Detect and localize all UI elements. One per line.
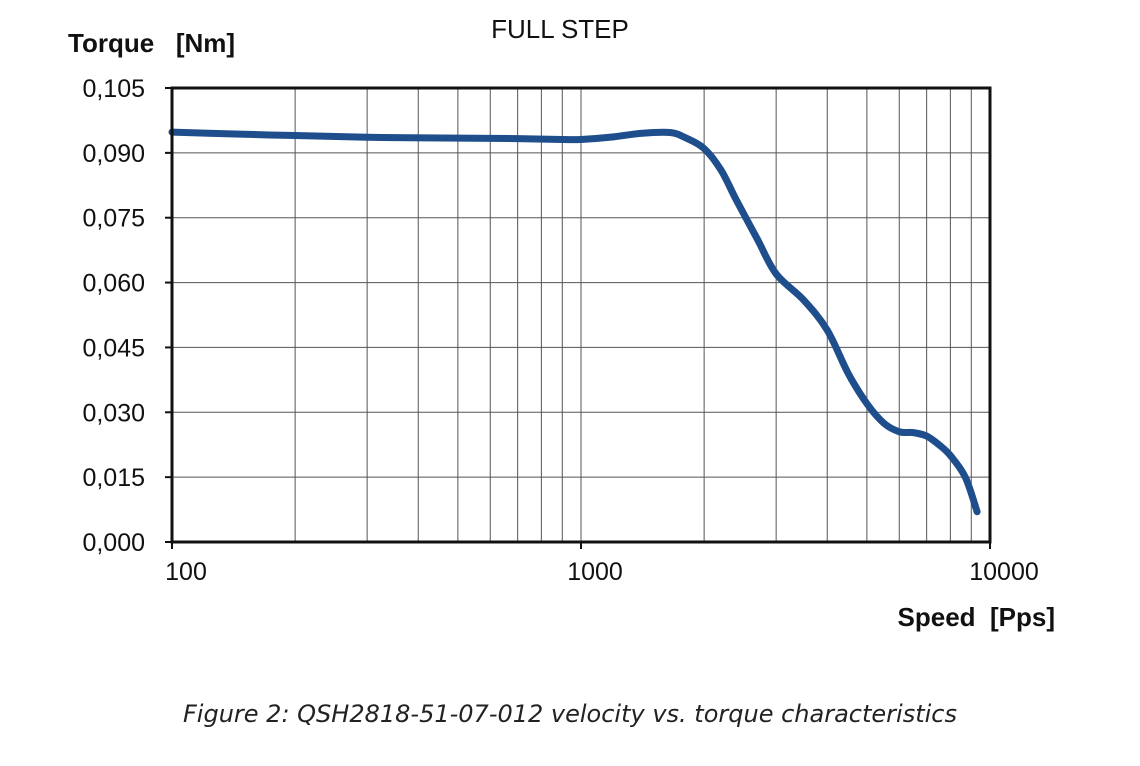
y-tick-label: 0,000 bbox=[82, 529, 145, 557]
axis-ticks: 0,000 0,015 0,030 0,045 0,060 0,075 0,090 0,105… bbox=[82, 75, 1038, 586]
y-axis-label: Torque [Nm] bbox=[68, 28, 235, 58]
x-axis-label: Speed [Pps] bbox=[898, 602, 1055, 632]
series-layer bbox=[168, 128, 981, 516]
torque-curve bbox=[168, 128, 981, 516]
y-tick-label: 0,075 bbox=[82, 205, 145, 233]
x-tick-label: 10000 bbox=[969, 558, 1039, 586]
x-tick-label: 100 bbox=[165, 558, 207, 586]
grid bbox=[172, 88, 990, 542]
y-tick-label: 0,030 bbox=[82, 399, 145, 427]
y-tick-label: 0,060 bbox=[82, 270, 145, 298]
chart-title: FULL STEP bbox=[491, 14, 629, 44]
y-tick-label: 0,090 bbox=[82, 140, 145, 168]
plot-frame bbox=[170, 86, 992, 544]
torque-speed-chart: FULL STEP Torque [Nm] Speed [Pps] 0,0000… bbox=[68, 14, 1055, 632]
x-tick-label: 1000 bbox=[567, 558, 623, 586]
y-tick-label: 0,105 bbox=[82, 75, 145, 103]
y-tick-label: 0,045 bbox=[82, 334, 145, 362]
y-tick-label: 0,015 bbox=[82, 464, 145, 492]
figure-caption: Figure 2: QSH2818-51-07-012 velocity vs.… bbox=[183, 700, 957, 728]
